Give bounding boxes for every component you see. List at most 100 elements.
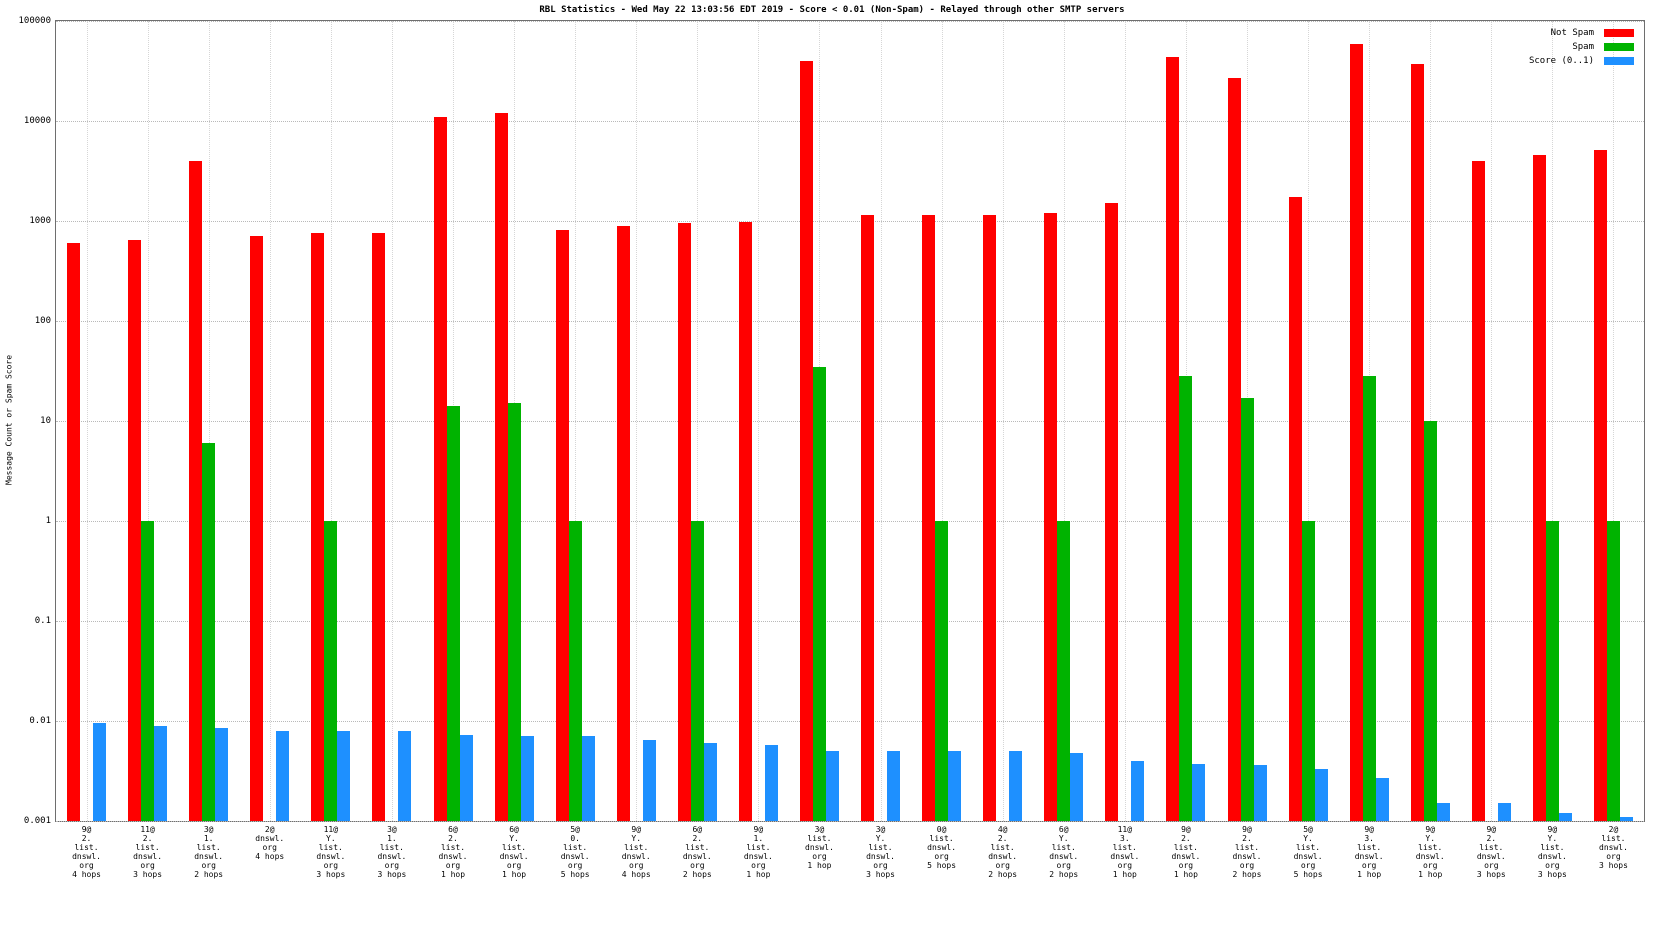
bar-spam xyxy=(1606,521,1620,821)
bar-score-0-1 xyxy=(1436,803,1450,821)
grid-line-vertical xyxy=(391,21,393,821)
grid-line-vertical xyxy=(1063,21,1065,821)
bar-spam xyxy=(141,521,155,821)
legend-swatch xyxy=(1604,57,1634,65)
bar-not-spam xyxy=(1410,64,1424,821)
x-tick-label: 9@ Y. list. dnswl. org 3 hops xyxy=(1537,825,1567,879)
bar-not-spam xyxy=(1471,160,1485,821)
bar-spam xyxy=(1057,521,1071,821)
grid-line-vertical xyxy=(208,21,210,821)
grid-line-vertical xyxy=(697,21,699,821)
bar-spam xyxy=(1362,376,1376,821)
bar-score-0-1 xyxy=(520,736,534,821)
y-tick-label: 100 xyxy=(34,316,51,326)
legend-item: Spam xyxy=(1529,42,1634,52)
bar-score-0-1 xyxy=(764,744,778,821)
grid-line-horizontal xyxy=(56,821,1644,822)
bar-score-0-1 xyxy=(642,739,656,821)
bar-score-0-1 xyxy=(337,730,351,821)
bar-not-spam xyxy=(861,214,875,821)
x-tick-label: 9@ Y. list. dnswl. org 4 hops xyxy=(621,825,651,879)
bar-spam xyxy=(1301,521,1315,821)
grid-line-vertical xyxy=(1613,21,1615,821)
bar-not-spam xyxy=(677,223,691,821)
bar-not-spam xyxy=(250,236,264,821)
grid-line-vertical xyxy=(330,21,332,821)
y-tick-label: 10000 xyxy=(23,116,51,126)
bar-spam xyxy=(202,443,216,821)
legend-label: Score (0..1) xyxy=(1528,56,1594,66)
bar-score-0-1 xyxy=(398,730,412,821)
legend-item: Not Spam xyxy=(1529,28,1634,38)
bar-not-spam xyxy=(1593,150,1607,821)
legend-swatch xyxy=(1604,29,1634,37)
bar-score-0-1 xyxy=(1070,752,1084,821)
bar-not-spam xyxy=(1105,203,1119,821)
bar-score-0-1 xyxy=(948,751,962,821)
bar-not-spam xyxy=(799,60,813,821)
legend-swatch xyxy=(1604,43,1634,51)
bar-score-0-1 xyxy=(703,743,717,821)
x-tick-label: 6@ 2. list. dnswl. org 1 hop xyxy=(438,825,468,879)
bar-spam xyxy=(1545,521,1559,821)
chart-title: RBL Statistics - Wed May 22 13:03:56 EDT… xyxy=(539,5,1125,15)
bar-spam xyxy=(568,521,582,821)
x-tick-label: 6@ Y. list. dnswl. org 2 hops xyxy=(1049,825,1079,879)
bar-spam xyxy=(1240,397,1254,821)
grid-line-horizontal xyxy=(56,121,1644,122)
x-tick-label: 11@ 2. list. dnswl. org 3 hops xyxy=(133,825,163,879)
bar-score-0-1 xyxy=(1253,765,1267,821)
bar-not-spam xyxy=(189,160,203,821)
x-tick-label: 11@ Y. list. dnswl. org 3 hops xyxy=(316,825,346,879)
x-tick-label: 3@ list. dnswl. org 1 hop xyxy=(805,825,834,870)
bar-not-spam xyxy=(372,233,386,821)
bar-not-spam xyxy=(311,233,325,821)
x-tick-label: 9@ 2. list. dnswl. org 1 hop xyxy=(1171,825,1201,879)
x-tick-label: 2@ dnswl. org 4 hops xyxy=(255,825,285,861)
bar-not-spam xyxy=(1288,196,1302,821)
bar-score-0-1 xyxy=(581,736,595,821)
bar-not-spam xyxy=(494,113,508,821)
grid-line-horizontal xyxy=(56,221,1644,222)
plot-area: 100000 10000 1000 100 10 1 0.1 0.01 0.001 9@ 2. l… xyxy=(18,16,1645,879)
grid-line-vertical xyxy=(86,21,88,821)
bar-not-spam xyxy=(555,229,569,821)
bar-spam xyxy=(690,521,704,821)
x-tick-label: 3@ 1. list. dnswl. org 2 hops xyxy=(194,825,224,879)
grid-line-vertical xyxy=(758,21,760,821)
bar-score-0-1 xyxy=(276,730,290,821)
grid-line-horizontal xyxy=(56,21,1644,22)
bar-spam xyxy=(507,403,521,821)
bar-spam xyxy=(812,366,826,821)
legend-label: Not Spam xyxy=(1550,28,1594,38)
bar-not-spam xyxy=(983,214,997,821)
bar-not-spam xyxy=(1532,154,1546,821)
x-tick-label: 2@ list. dnswl. org 3 hops xyxy=(1599,825,1628,870)
bar-not-spam xyxy=(1166,56,1180,821)
y-tick-label: 1 xyxy=(45,516,51,526)
grid-line-horizontal xyxy=(56,621,1644,622)
x-tick-label: 3@ 1. list. dnswl. org 3 hops xyxy=(377,825,407,879)
legend: Not Spam Spam Score (0..1) xyxy=(1529,28,1634,70)
x-tick-label: 4@ 2. list. dnswl. org 2 hops xyxy=(988,825,1018,879)
y-tick-label: 10 xyxy=(40,416,51,426)
x-tick-label: 9@ Y. list. dnswl. org 1 hop xyxy=(1415,825,1445,879)
x-tick-label: 6@ 2. list. dnswl. org 2 hops xyxy=(682,825,712,879)
bar-score-0-1 xyxy=(887,751,901,821)
grid-line-horizontal xyxy=(56,521,1644,522)
bar-score-0-1 xyxy=(1558,813,1572,821)
x-tick-label: 3@ Y. list. dnswl. org 3 hops xyxy=(866,825,895,879)
bar-spam xyxy=(446,406,460,821)
bar-not-spam xyxy=(1349,43,1363,821)
grid-line-vertical xyxy=(880,21,882,821)
x-tick-label: 9@ 2. list. dnswl. org 4 hops xyxy=(72,825,101,879)
bar-score-0-1 xyxy=(1375,777,1389,821)
bar-score-0-1 xyxy=(1619,816,1633,821)
bar-spam xyxy=(1179,376,1193,821)
legend-item: Score (0..1) xyxy=(1529,56,1634,66)
x-tick-label: 9@ 2. list. dnswl. org 3 hops xyxy=(1476,825,1506,879)
bar-not-spam xyxy=(1227,77,1241,821)
bar-score-0-1 xyxy=(459,734,473,821)
bar-score-0-1 xyxy=(825,751,839,821)
bar-not-spam xyxy=(1044,213,1058,821)
